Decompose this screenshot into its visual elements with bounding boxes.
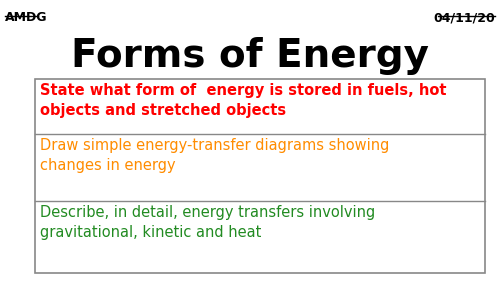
Text: Describe, in detail, energy transfers involving
gravitational, kinetic and heat: Describe, in detail, energy transfers in… (40, 205, 375, 240)
Text: State what form of  energy is stored in fuels, hot
objects and stretched objects: State what form of energy is stored in f… (40, 83, 446, 118)
Text: Draw simple energy-transfer diagrams showing
changes in energy: Draw simple energy-transfer diagrams sho… (40, 138, 390, 173)
Text: 04/11/20: 04/11/20 (433, 11, 495, 24)
Text: Forms of Energy: Forms of Energy (71, 37, 429, 74)
Text: AMDG: AMDG (5, 11, 48, 24)
